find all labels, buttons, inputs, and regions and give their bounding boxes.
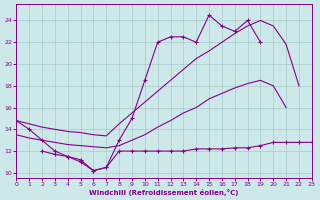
X-axis label: Windchill (Refroidissement éolien,°C): Windchill (Refroidissement éolien,°C) [89, 189, 239, 196]
